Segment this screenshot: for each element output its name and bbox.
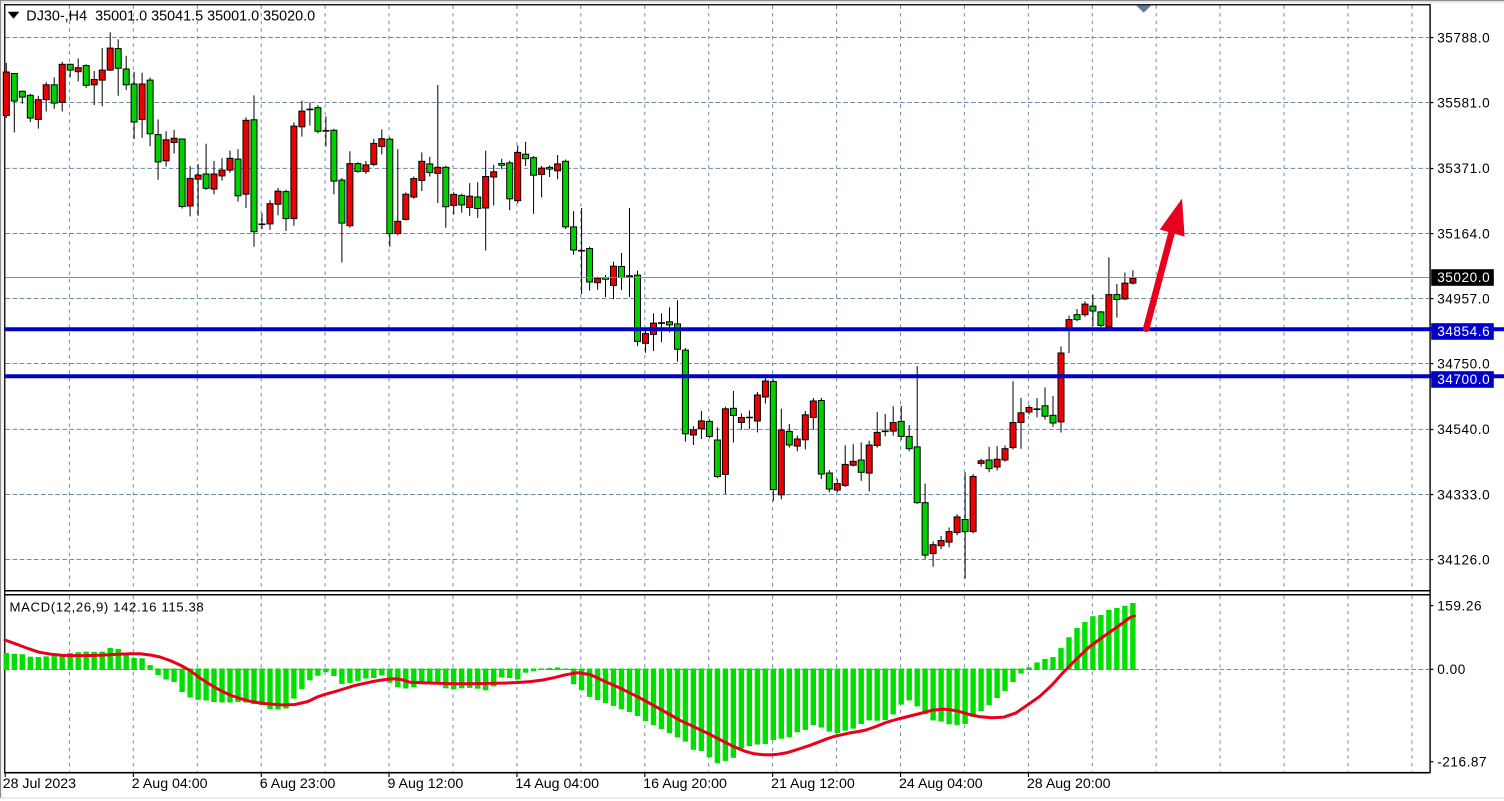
svg-text:34854.6: 34854.6 [1437, 324, 1490, 339]
svg-text:9 Aug 12:00: 9 Aug 12:00 [388, 776, 464, 792]
svg-text:34750.0: 34750.0 [1437, 356, 1490, 371]
svg-text:28 Jul 2023: 28 Jul 2023 [3, 776, 76, 792]
svg-text:34333.0: 34333.0 [1437, 487, 1490, 502]
svg-text:35164.0: 35164.0 [1437, 226, 1490, 241]
svg-text:0.00: 0.00 [1437, 662, 1466, 677]
svg-text:-216.87: -216.87 [1437, 754, 1487, 769]
svg-text:6 Aug 23:00: 6 Aug 23:00 [260, 776, 336, 792]
svg-text:21 Aug 12:00: 21 Aug 12:00 [771, 776, 855, 792]
svg-text:159.26: 159.26 [1437, 598, 1482, 613]
svg-text:35581.0: 35581.0 [1437, 95, 1490, 110]
svg-text:34126.0: 34126.0 [1437, 552, 1490, 567]
svg-text:34700.0: 34700.0 [1437, 372, 1490, 387]
svg-text:16 Aug 20:00: 16 Aug 20:00 [643, 776, 727, 792]
svg-text:35788.0: 35788.0 [1437, 30, 1490, 45]
svg-text:34540.0: 34540.0 [1437, 422, 1490, 437]
svg-text:34957.0: 34957.0 [1437, 291, 1490, 306]
svg-text:35020.0: 35020.0 [1437, 270, 1490, 285]
svg-text:28 Aug 20:00: 28 Aug 20:00 [1027, 776, 1111, 792]
svg-text:24 Aug 04:00: 24 Aug 04:00 [899, 776, 983, 792]
svg-text:MACD(12,26,9) 142.16 115.38: MACD(12,26,9) 142.16 115.38 [10, 600, 205, 615]
svg-text:DJ30-,H4 35001.0 35041.5 3500: DJ30-,H4 35001.0 35041.5 35001.0 35020.0 [26, 8, 315, 24]
svg-text:2 Aug 04:00: 2 Aug 04:00 [132, 776, 208, 792]
svg-text:35371.0: 35371.0 [1437, 161, 1490, 176]
svg-text:14 Aug 04:00: 14 Aug 04:00 [515, 776, 599, 792]
